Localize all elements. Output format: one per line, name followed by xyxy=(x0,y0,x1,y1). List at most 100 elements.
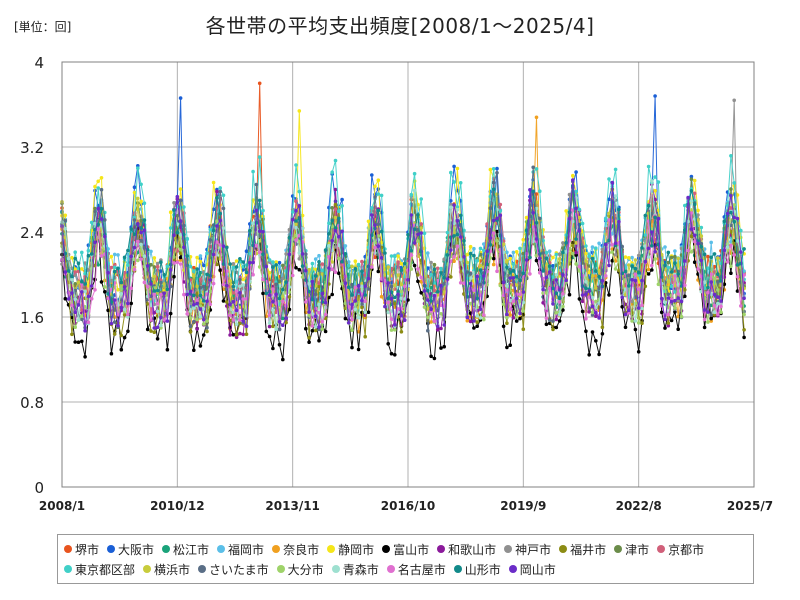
data-point xyxy=(432,356,437,361)
data-point xyxy=(554,317,559,322)
data-point xyxy=(528,255,532,260)
data-point xyxy=(300,252,305,256)
data-point xyxy=(234,259,239,263)
data-point xyxy=(320,327,325,331)
data-point xyxy=(281,323,285,328)
data-point xyxy=(277,320,282,324)
data-point xyxy=(505,288,509,292)
data-point xyxy=(538,216,542,221)
data-point xyxy=(514,274,519,279)
data-point xyxy=(482,317,486,322)
data-point xyxy=(673,306,677,310)
data-point xyxy=(238,318,242,322)
legend-marker xyxy=(276,565,285,573)
data-point xyxy=(491,167,496,171)
data-point xyxy=(267,293,272,297)
data-point xyxy=(317,260,321,264)
data-point xyxy=(152,274,157,279)
data-point xyxy=(122,307,127,312)
data-point xyxy=(271,346,275,351)
data-point xyxy=(551,302,555,306)
data-point xyxy=(93,209,97,214)
data-point xyxy=(248,260,252,265)
data-point xyxy=(458,181,463,185)
data-point xyxy=(251,272,255,277)
data-point xyxy=(396,254,400,258)
data-point xyxy=(389,317,394,321)
data-point xyxy=(640,306,644,311)
data-point xyxy=(136,239,140,244)
data-point xyxy=(149,318,153,322)
data-point xyxy=(99,206,104,211)
data-point xyxy=(584,251,588,256)
data-point xyxy=(650,244,654,248)
data-point xyxy=(317,281,321,286)
data-point xyxy=(294,265,298,270)
data-point xyxy=(485,262,489,267)
data-point xyxy=(663,326,667,330)
data-point xyxy=(709,280,713,284)
data-point xyxy=(590,330,595,334)
data-point xyxy=(399,268,404,273)
data-point xyxy=(465,270,470,274)
data-point xyxy=(257,234,262,238)
data-point xyxy=(636,253,641,258)
data-point xyxy=(416,232,420,237)
legend-label: 福岡市 xyxy=(228,542,265,557)
data-point xyxy=(508,343,512,348)
data-point xyxy=(294,163,298,167)
data-point xyxy=(521,237,526,242)
data-point xyxy=(178,262,183,266)
data-point xyxy=(458,213,463,218)
data-point xyxy=(271,287,275,291)
data-point xyxy=(646,272,651,276)
data-point xyxy=(277,260,282,265)
data-point xyxy=(633,295,638,300)
data-point xyxy=(640,303,644,308)
data-point xyxy=(70,332,74,337)
legend-marker xyxy=(657,545,666,553)
data-point xyxy=(356,315,361,320)
data-point xyxy=(89,220,94,225)
data-point xyxy=(439,283,443,288)
data-point xyxy=(218,243,222,247)
data-point xyxy=(547,249,552,253)
data-point xyxy=(360,269,364,274)
data-point xyxy=(80,317,84,322)
data-point xyxy=(442,257,447,262)
data-point xyxy=(370,206,374,210)
data-point xyxy=(109,265,114,270)
data-point xyxy=(185,292,189,297)
legend-item: 松江市 xyxy=(162,539,209,559)
data-point xyxy=(145,302,150,306)
legend-label: 堺市 xyxy=(75,542,100,557)
data-point xyxy=(534,115,539,120)
data-point xyxy=(76,261,81,266)
data-point xyxy=(610,180,615,185)
data-point xyxy=(554,291,559,296)
data-point xyxy=(261,208,265,213)
x-tick-label: 2019/9 xyxy=(500,499,546,513)
legend-marker xyxy=(217,545,226,553)
data-point xyxy=(577,229,582,233)
data-point xyxy=(277,327,282,332)
data-point xyxy=(99,254,104,258)
data-point xyxy=(383,304,387,309)
data-point xyxy=(653,175,657,179)
data-point xyxy=(722,248,727,253)
data-point xyxy=(633,319,638,323)
line-chart: 0 0.8 1.6 2.4 3.2 4 2008/1 2010/12 2013/11 2016/1… xyxy=(20,54,773,513)
data-point xyxy=(366,219,371,224)
data-point xyxy=(729,271,733,276)
data-point xyxy=(640,278,644,283)
data-point xyxy=(683,288,687,292)
data-point xyxy=(633,266,638,271)
data-point xyxy=(264,264,269,269)
data-point xyxy=(495,166,499,171)
data-point xyxy=(587,289,591,293)
data-point xyxy=(630,319,634,323)
data-point xyxy=(389,328,394,332)
data-point xyxy=(175,244,180,248)
data-point xyxy=(320,319,325,324)
data-point xyxy=(646,246,651,251)
